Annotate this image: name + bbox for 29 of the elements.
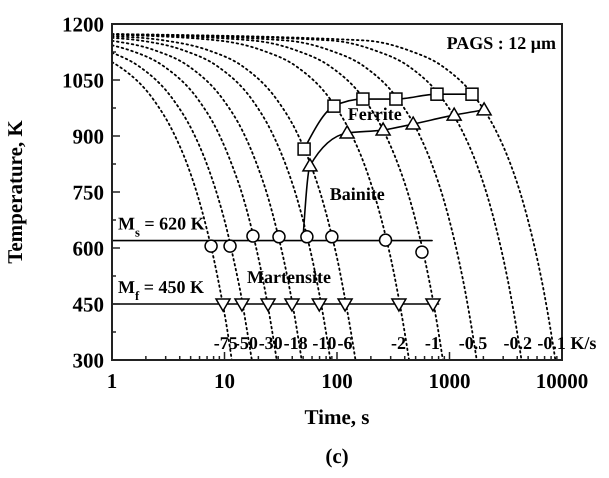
x-tick-label: 100 <box>321 369 353 393</box>
x-tick-label: 1 <box>106 369 118 393</box>
y-tick-label: 750 <box>72 180 104 204</box>
annotation: -18 <box>284 333 308 353</box>
annotation: -2 <box>391 333 406 353</box>
y-tick-label: 300 <box>72 348 104 372</box>
annotation: Ferrite <box>348 104 402 124</box>
x-axis-title: Time, s <box>304 405 370 429</box>
annotation: M$_{f}$ = 450 K <box>118 277 204 303</box>
y-tick-label: 1200 <box>62 12 104 36</box>
annotation: Bainite <box>330 184 385 204</box>
y-tick-label: 600 <box>72 236 104 260</box>
annotation: -0.2 <box>504 333 532 353</box>
annotation: -10 <box>312 333 336 353</box>
annotation: -0.5 <box>458 333 488 353</box>
annotation: -1 <box>424 333 440 353</box>
annotation: PAGS : 12 μm <box>446 33 556 54</box>
annotation: M$_{s}$ = 620 K <box>118 214 205 240</box>
annotation: -30 <box>258 333 283 353</box>
x-tick-label: 10000 <box>536 369 588 393</box>
y-tick-label: 450 <box>72 292 104 316</box>
y-tick-label: 1050 <box>62 68 104 92</box>
y-axis-title: Temperature, K <box>3 120 27 264</box>
annotation: -6 <box>337 333 352 353</box>
y-tick-label: 900 <box>72 124 104 148</box>
x-tick-label: 1000 <box>428 369 470 393</box>
x-tick-label: 10 <box>214 369 235 393</box>
text: (c) <box>325 444 349 468</box>
annotation: Martensite <box>247 267 331 288</box>
